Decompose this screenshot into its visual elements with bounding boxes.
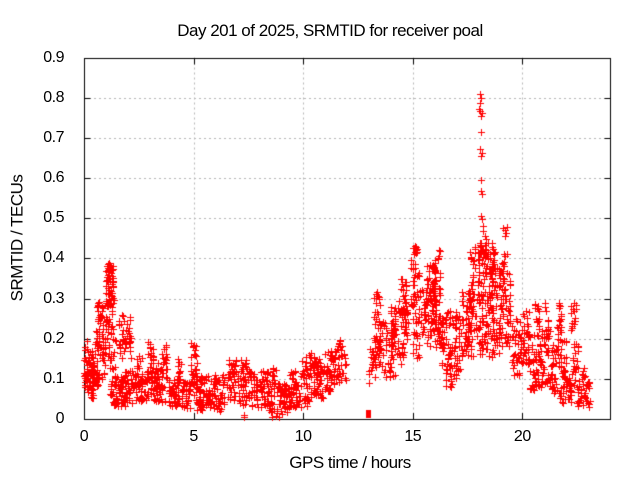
y-tick-label: 0.7 bbox=[43, 128, 64, 146]
y-tick-label: 0.8 bbox=[43, 88, 64, 106]
y-tick-label: 0.3 bbox=[43, 289, 64, 307]
x-axis-label: GPS time / hours bbox=[289, 453, 411, 472]
y-tick-label: 0.4 bbox=[43, 249, 64, 267]
x-tick-label: 20 bbox=[513, 428, 531, 445]
y-axis-label: SRMTID / TECUs bbox=[7, 174, 27, 302]
x-tick-label: 0 bbox=[79, 428, 89, 445]
x-tick-label: 15 bbox=[404, 428, 422, 445]
y-tick-label: 0.9 bbox=[43, 48, 64, 66]
y-tick-label: 0 bbox=[55, 410, 65, 427]
y-tick-label: 0.6 bbox=[43, 169, 64, 186]
y-tick-label: 0.2 bbox=[43, 329, 64, 347]
x-tick-label: 5 bbox=[189, 428, 198, 445]
x-tick-label: 10 bbox=[294, 428, 312, 445]
chart-title: Day 201 of 2025, SRMTID for receiver poa… bbox=[177, 21, 483, 40]
y-tick-label: 0.5 bbox=[43, 209, 64, 227]
y-tick-label: 0.1 bbox=[43, 369, 64, 387]
